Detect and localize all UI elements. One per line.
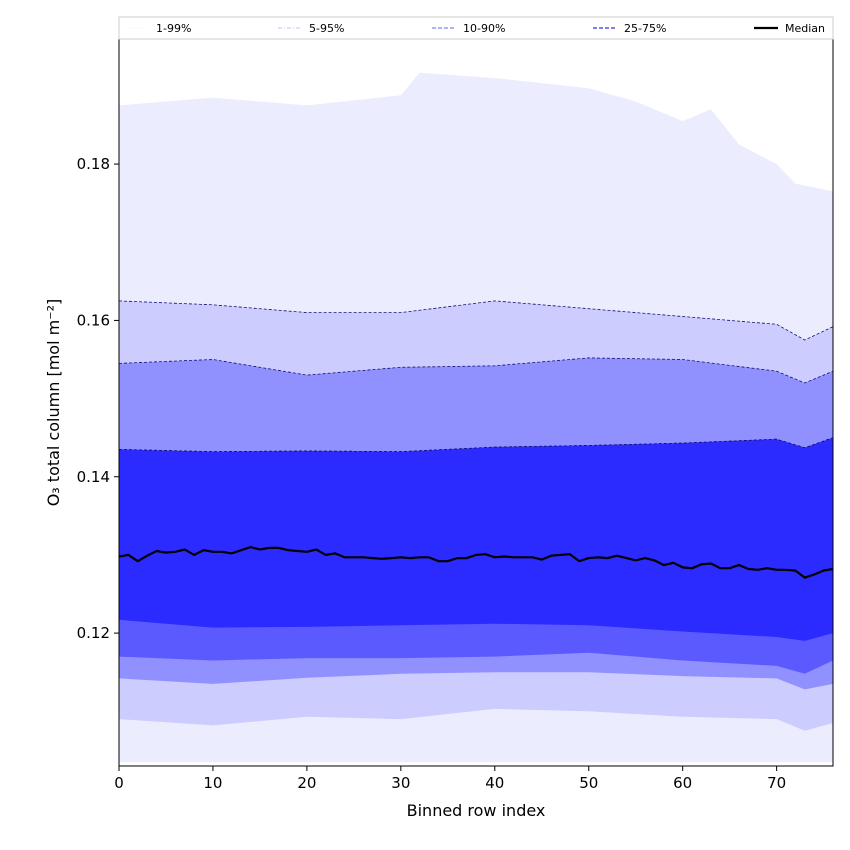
band-edge-1 <box>119 300 833 341</box>
x-tick-label: 50 <box>579 774 598 792</box>
legend-label: Median <box>785 22 825 35</box>
y-tick-label: 0.14 <box>77 468 110 486</box>
band-4 <box>119 437 833 641</box>
x-tick-label: 60 <box>673 774 692 792</box>
x-tick-label: 20 <box>297 774 316 792</box>
x-tick-label: 40 <box>485 774 504 792</box>
legend-label: 10-90% <box>463 22 505 35</box>
median-line <box>119 545 833 579</box>
legend: 1-99% 5-95% 10-90% 25-75% Median <box>118 16 834 40</box>
band-edge-4 <box>119 437 833 453</box>
x-tick-label: 30 <box>391 774 410 792</box>
legend-label: 25-75% <box>624 22 666 35</box>
x-axis-title: Binned row index <box>407 801 546 820</box>
x-tick-label: 70 <box>767 774 786 792</box>
band-edge-2 <box>119 357 833 384</box>
plot-area <box>119 72 833 763</box>
legend-box <box>118 16 834 40</box>
x-axis: 0 10 20 30 40 50 60 70 <box>114 766 786 792</box>
y-axis-title: O₃ total column [mol m⁻²] <box>44 299 63 507</box>
y-tick-label: 0.16 <box>77 311 110 329</box>
legend-label: 5-95% <box>309 22 344 35</box>
y-tick-label: 0.18 <box>77 155 110 173</box>
y-tick-label: 0.12 <box>77 624 110 642</box>
x-tick-label: 10 <box>203 774 222 792</box>
x-tick-label: 0 <box>114 774 124 792</box>
legend-label: 1-99% <box>156 22 191 35</box>
y-axis: 0.12 0.14 0.16 0.18 <box>77 155 119 642</box>
